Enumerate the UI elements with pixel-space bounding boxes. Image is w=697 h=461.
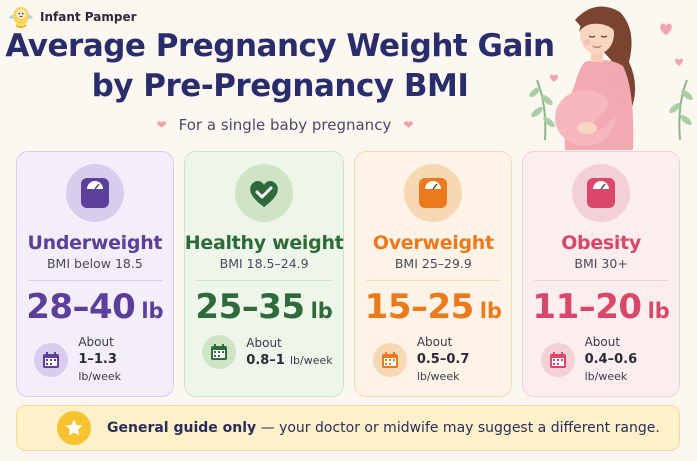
rate-unit: lb/week xyxy=(78,370,121,383)
card-title: Obesity xyxy=(561,232,642,254)
footer-bold: General guide only xyxy=(107,420,257,436)
divider xyxy=(366,280,501,281)
rate-value: 0.8–1 xyxy=(246,353,285,368)
range-unit: lb xyxy=(647,299,670,323)
range-value: 28–40 xyxy=(26,287,136,327)
brand: Infant Pamper xyxy=(6,4,137,30)
footer-text: General guide only — your doctor or midw… xyxy=(107,420,660,436)
weight-range: 15–25 lb xyxy=(365,287,502,327)
rate-value: 1–1.3 xyxy=(78,352,117,367)
card-bmi: BMI 30+ xyxy=(574,256,628,271)
calendar-icon xyxy=(549,351,566,368)
icon-circle xyxy=(65,164,124,222)
subtitle-row: ❤ For a single baby pregnancy ❤ xyxy=(120,116,450,134)
rate-about: About xyxy=(246,336,282,350)
range-value: 15–25 xyxy=(364,287,475,327)
rate-unit: lb/week xyxy=(584,370,628,383)
weekly-rate: About 0.8–1 lb/week xyxy=(194,335,334,369)
rate-value: 0.5–0.7 xyxy=(416,352,470,367)
rate-value: 0.4–0.6 xyxy=(584,352,638,367)
icon-circle xyxy=(235,164,294,222)
title-line-1: Average Pregnancy Weight Gain xyxy=(5,28,555,64)
calendar-icon-circle xyxy=(34,342,69,377)
range-value: 25–35 xyxy=(195,287,305,327)
scale-icon xyxy=(80,178,109,208)
divider xyxy=(534,280,669,281)
subtitle: For a single baby pregnancy xyxy=(178,116,392,134)
heart-icon: ❤ xyxy=(403,118,414,132)
baby-logo-icon xyxy=(9,7,33,28)
weight-range: 11–20 lb xyxy=(532,287,669,327)
range-unit: lb xyxy=(479,299,503,323)
weight-range: 25–35 lb xyxy=(195,287,332,327)
title-line-2: by Pre-Pregnancy BMI xyxy=(91,68,469,104)
card-bmi: BMI 25–29.9 xyxy=(394,256,472,271)
card-overweight: Overweight BMI 25–29.9 15–25 lb About 0.… xyxy=(354,151,513,397)
range-unit: lb xyxy=(310,299,333,323)
rate-about: About xyxy=(584,335,621,349)
rate-about: About xyxy=(78,335,114,349)
calendar-icon xyxy=(211,344,228,360)
calendar-icon-circle xyxy=(372,342,407,377)
page-title: Average Pregnancy Weight Gain by Pre-Pre… xyxy=(0,26,560,106)
star-icon-circle xyxy=(57,411,91,445)
scale-icon xyxy=(587,178,616,208)
weight-range: 28–40 lb xyxy=(26,287,163,327)
icon-circle xyxy=(404,164,463,222)
card-obesity: Obesity BMI 30+ 11–20 lb About 0.4–0.6 l… xyxy=(522,151,680,397)
footer-rest: — your doctor or midwife may suggest a d… xyxy=(256,420,660,436)
card-title: Healthy weight xyxy=(184,232,344,254)
footer-note: General guide only — your doctor or midw… xyxy=(16,405,680,451)
range-unit: lb xyxy=(141,299,164,323)
calendar-icon-circle xyxy=(202,335,237,369)
pregnant-woman-illustration xyxy=(529,6,693,150)
calendar-icon xyxy=(381,351,398,368)
rate-about: About xyxy=(416,335,453,349)
star-icon xyxy=(65,419,83,436)
divider xyxy=(195,280,333,281)
weekly-rate: About 0.5–0.7 lb/week xyxy=(365,335,502,384)
card-bmi: BMI 18.5–24.9 xyxy=(219,256,309,271)
rate-unit: lb/week xyxy=(289,354,333,367)
bmi-cards: Underweight BMI below 18.5 28–40 lb Abou… xyxy=(16,151,680,397)
icon-circle xyxy=(572,164,631,222)
scale-icon xyxy=(419,178,448,208)
heart-check-icon xyxy=(250,181,278,207)
weekly-rate: About 0.4–0.6 lb/week xyxy=(533,335,670,384)
card-title: Overweight xyxy=(372,232,494,254)
calendar-icon xyxy=(43,351,60,368)
rate-unit: lb/week xyxy=(416,370,460,383)
card-bmi: BMI below 18.5 xyxy=(46,256,143,271)
range-value: 11–20 xyxy=(532,287,642,327)
weekly-rate: About 1–1.3 lb/week xyxy=(26,335,163,384)
card-healthy-weight: Healthy weight BMI 18.5–24.9 25–35 lb Ab… xyxy=(183,151,345,397)
card-title: Underweight xyxy=(27,232,163,254)
heart-icon: ❤ xyxy=(156,118,167,132)
brand-name: Infant Pamper xyxy=(40,10,137,24)
calendar-icon-circle xyxy=(540,342,575,377)
divider xyxy=(27,280,162,281)
card-underweight: Underweight BMI below 18.5 28–40 lb Abou… xyxy=(16,151,174,397)
